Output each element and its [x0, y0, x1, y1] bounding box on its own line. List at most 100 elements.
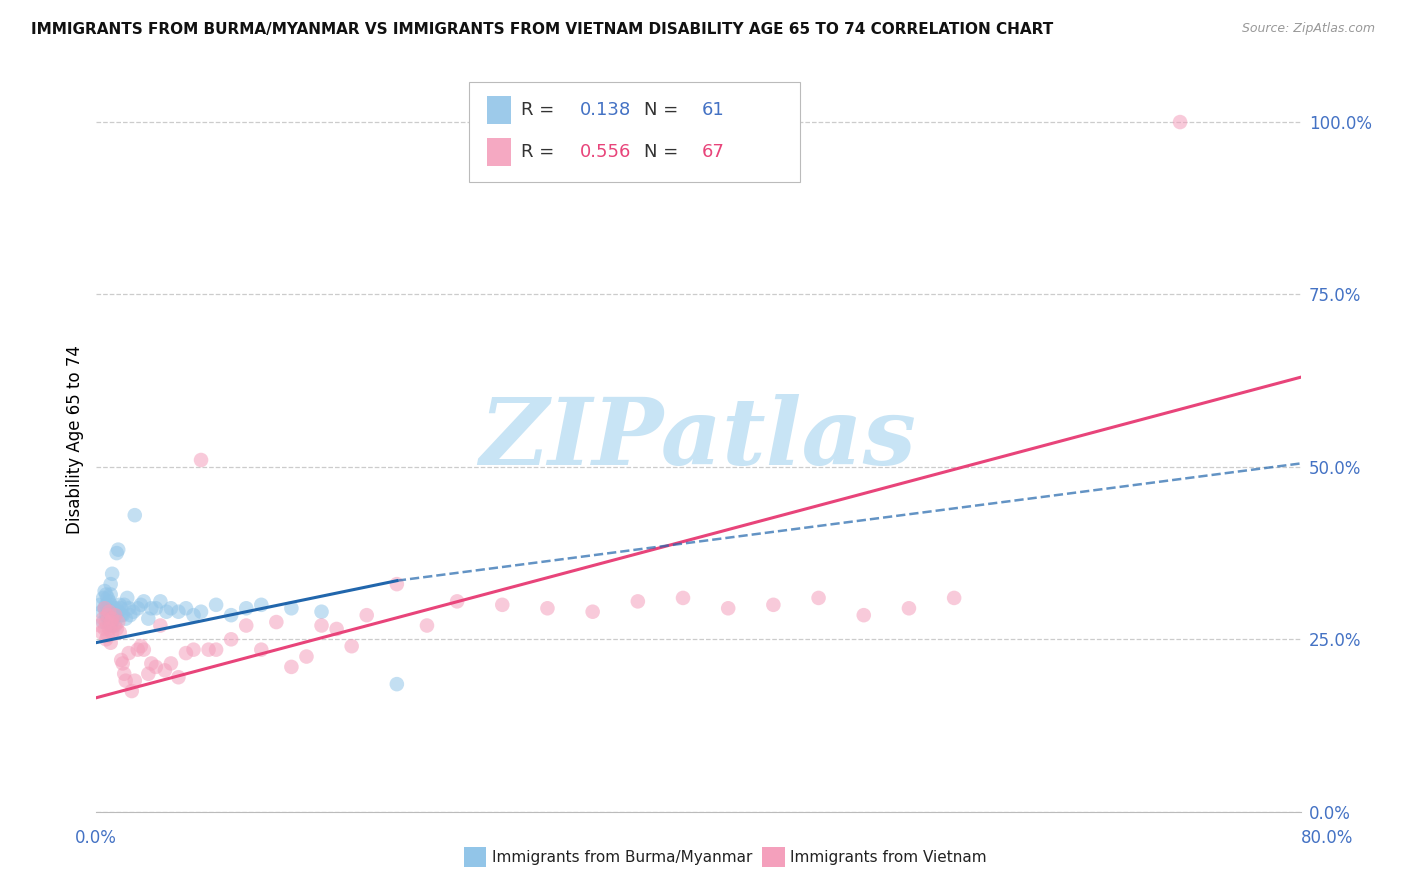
Point [114, 612, 136, 626]
Point [167, 670, 190, 684]
Point [536, 601, 558, 615]
Text: 61: 61 [702, 101, 724, 120]
Point [672, 591, 695, 605]
Point [100, 615, 122, 629]
Point [311, 605, 333, 619]
Point [89, 618, 111, 632]
Point [97, 608, 120, 623]
Point [110, 653, 132, 667]
Point [136, 612, 159, 626]
Point [101, 625, 124, 640]
Point [118, 601, 141, 615]
Point [93, 622, 115, 636]
Point [121, 684, 143, 698]
Point [94, 615, 117, 629]
Point [250, 642, 273, 657]
Point [100, 608, 122, 623]
Point [325, 622, 347, 636]
Point [90, 605, 112, 619]
Point [100, 636, 122, 650]
Point [132, 594, 155, 608]
Point [111, 608, 134, 623]
Text: 0.556: 0.556 [581, 143, 631, 161]
Point [183, 642, 205, 657]
Point [100, 577, 122, 591]
Point [174, 646, 197, 660]
Text: Immigrants from Vietnam: Immigrants from Vietnam [790, 850, 987, 864]
Point [97, 601, 120, 615]
Point [190, 605, 212, 619]
Point [105, 601, 128, 615]
Point [174, 601, 197, 615]
Point [105, 546, 128, 560]
Point [124, 508, 146, 523]
Point [762, 598, 785, 612]
Point [385, 677, 408, 691]
Point [98, 594, 121, 608]
Point [356, 608, 378, 623]
Point [124, 673, 146, 688]
Text: N =: N = [644, 101, 683, 120]
Point [91, 612, 114, 626]
Point [110, 608, 132, 623]
Point [112, 666, 135, 681]
Point [416, 618, 439, 632]
Point [107, 615, 129, 629]
Point [340, 639, 363, 653]
Point [491, 598, 513, 612]
Point [132, 642, 155, 657]
Point [97, 591, 120, 605]
Point [100, 618, 122, 632]
Point [582, 605, 605, 619]
Point [129, 639, 152, 653]
Point [98, 605, 121, 619]
Point [717, 601, 740, 615]
Point [110, 601, 132, 615]
Point [446, 594, 468, 608]
Point [141, 601, 163, 615]
Point [160, 601, 183, 615]
Point [107, 542, 129, 557]
Point [235, 601, 257, 615]
Point [115, 591, 138, 605]
Point [807, 591, 830, 605]
Point [93, 601, 115, 615]
Point [1168, 115, 1191, 129]
Point [108, 598, 131, 612]
Point [103, 618, 125, 632]
Point [107, 605, 129, 619]
Point [127, 642, 149, 657]
Point [118, 646, 141, 660]
Point [136, 666, 159, 681]
Bar [488, 137, 512, 166]
Point [129, 598, 152, 612]
Point [311, 618, 333, 632]
Point [98, 605, 121, 619]
Point [852, 608, 875, 623]
Text: R =: R = [522, 143, 560, 161]
Text: 0.0%: 0.0% [75, 829, 117, 847]
Text: Immigrants from Burma/Myanmar: Immigrants from Burma/Myanmar [492, 850, 752, 864]
Point [167, 605, 190, 619]
Text: 80.0%: 80.0% [1301, 829, 1354, 847]
Point [120, 608, 142, 623]
Point [197, 642, 219, 657]
Point [943, 591, 966, 605]
Point [97, 612, 120, 626]
Point [93, 584, 115, 599]
Text: 0.138: 0.138 [581, 101, 631, 120]
Point [266, 615, 288, 629]
Point [141, 657, 163, 671]
Point [108, 625, 131, 640]
Point [89, 598, 111, 612]
Point [295, 649, 318, 664]
Point [149, 618, 172, 632]
Point [104, 608, 127, 623]
Text: R =: R = [522, 101, 560, 120]
Point [104, 618, 127, 632]
Point [250, 598, 273, 612]
Point [280, 660, 302, 674]
Text: IMMIGRANTS FROM BURMA/MYANMAR VS IMMIGRANTS FROM VIETNAM DISABILITY AGE 65 TO 74: IMMIGRANTS FROM BURMA/MYANMAR VS IMMIGRA… [31, 22, 1053, 37]
Point [111, 657, 134, 671]
Point [112, 598, 135, 612]
